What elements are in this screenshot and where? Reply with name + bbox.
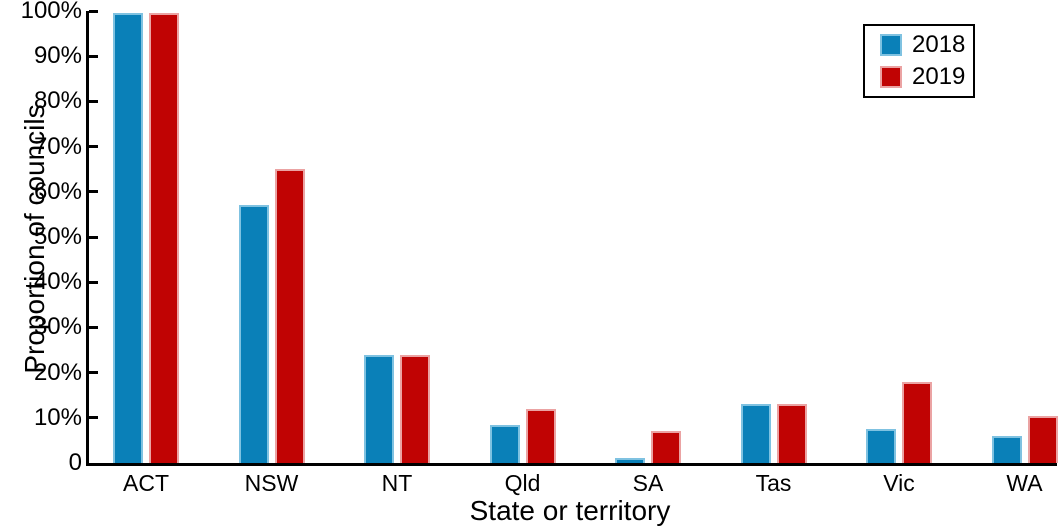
legend-label-2018: 2018 [912, 31, 966, 59]
y-tick-label-20: 20% [33, 358, 82, 386]
bar-2019-NSW [274, 169, 305, 463]
bar-2018-NSW [238, 205, 269, 463]
bar-2018-SA [615, 458, 645, 463]
bar-2019-NT [400, 354, 430, 463]
y-tick-mark-70 [89, 145, 98, 149]
bar-2019-WA [1027, 415, 1058, 463]
y-tick-label-100: 100% [20, 0, 82, 24]
x-tick-label-Qld: Qld [504, 470, 541, 496]
bar-2019-ACT [149, 13, 179, 463]
y-tick-mark-40 [89, 280, 98, 284]
x-tick-label-SA: SA [632, 470, 664, 496]
x-axis-title: State or territory [469, 495, 671, 526]
y-tick-label-60: 60% [33, 177, 82, 205]
y-tick-mark-80 [89, 99, 98, 103]
bar-2018-Vic [866, 429, 896, 463]
legend-item-2018: 2018 [880, 33, 973, 57]
y-tick-mark-20 [89, 371, 98, 375]
y-tick-mark-90 [89, 54, 98, 58]
y-tick-mark-30 [89, 325, 98, 329]
y-tick-label-80: 80% [33, 87, 82, 115]
y-tick-label-40: 40% [33, 268, 82, 296]
y-tick-label-10: 10% [33, 403, 82, 431]
bar-2018-ACT [113, 13, 143, 463]
bar-2018-Qld [489, 424, 520, 463]
legend-label-2019: 2019 [912, 62, 966, 90]
y-tick-mark-10 [89, 416, 98, 420]
bar-2018-Tas [740, 404, 771, 463]
legend: 2018 2019 [863, 24, 975, 98]
y-tick-label-30: 30% [33, 313, 82, 341]
y-tick-label-90: 90% [33, 42, 82, 70]
bar-2019-SA [651, 431, 681, 463]
x-tick-label-Tas: Tas [755, 470, 792, 496]
y-tick-label-70: 70% [33, 132, 82, 160]
x-tick-label-NSW: NSW [244, 470, 299, 496]
y-tick-mark-100 [89, 9, 98, 13]
legend-swatch-2018 [880, 34, 902, 57]
y-tick-label-50: 50% [33, 223, 82, 250]
x-tick-label-NT: NT [381, 470, 413, 496]
bar-2018-WA [991, 435, 1022, 463]
x-tick-label-WA: WA [1006, 470, 1043, 496]
legend-swatch-2019 [880, 65, 902, 88]
bar-2019-Vic [902, 381, 932, 463]
bar-2019-Tas [776, 404, 807, 463]
y-tick-mark-60 [89, 190, 98, 194]
bar-2018-NT [364, 354, 394, 463]
bar-2019-Qld [525, 408, 556, 463]
x-tick-label-ACT: ACT [123, 470, 169, 496]
legend-item-2019: 2019 [880, 62, 973, 90]
y-tick-label-0: 0 [68, 449, 82, 476]
x-tick-label-Vic: Vic [883, 470, 915, 496]
y-tick-mark-50 [89, 235, 98, 239]
